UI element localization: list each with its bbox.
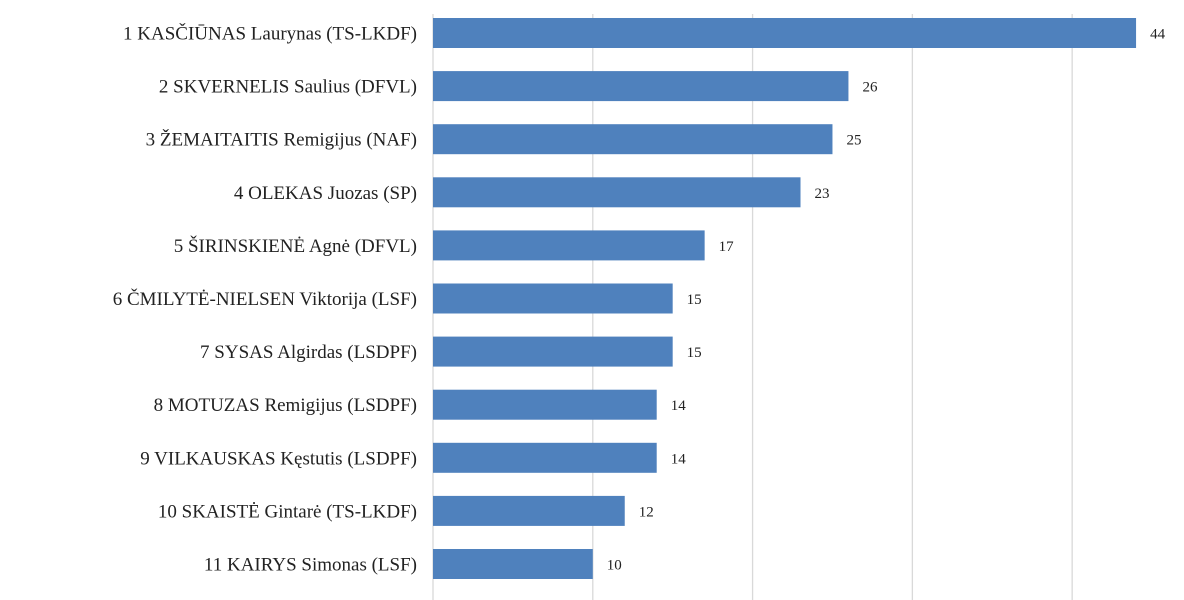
data-label: 15 — [687, 292, 702, 308]
category-label: 1 KASČIŪNAS Laurynas (TS-LKDF) — [123, 23, 417, 45]
bar — [433, 283, 673, 314]
data-label: 25 — [846, 133, 861, 149]
bar — [433, 442, 657, 473]
bar — [433, 177, 801, 208]
category-label: 3 ŽEMAITAITIS Remigijus (NAF) — [146, 129, 417, 151]
bar — [433, 71, 849, 102]
bar — [433, 230, 705, 261]
data-label: 17 — [719, 239, 735, 255]
category-label: 8 MOTUZAS Remigijus (LSDPF) — [154, 395, 417, 416]
data-label: 23 — [815, 186, 830, 202]
bar — [433, 124, 833, 155]
data-label: 15 — [687, 345, 702, 361]
category-label: 6 ČMILYTĖ-NIELSEN Viktorija (LSF) — [113, 288, 417, 310]
category-label: 9 VILKAUSKAS Kęstutis (LSDPF) — [140, 448, 417, 469]
data-label: 14 — [671, 398, 687, 414]
category-label: 5 ŠIRINSKIENĖ Agnė (DFVL) — [174, 235, 417, 257]
bar — [433, 495, 625, 526]
bar — [433, 336, 673, 367]
category-label: 7 SYSAS Algirdas (LSDPF) — [200, 342, 417, 363]
data-label: 10 — [607, 558, 622, 574]
bar — [433, 18, 1137, 48]
category-label: 10 SKAISTĖ Gintarė (TS-LKDF) — [158, 501, 417, 522]
category-label: 4 OLEKAS Juozas (SP) — [234, 183, 417, 204]
bar — [433, 389, 657, 420]
data-label: 14 — [671, 451, 687, 467]
data-label: 12 — [639, 504, 654, 520]
data-label: 26 — [862, 80, 878, 96]
category-label: 2 SKVERNELIS Saulius (DFVL) — [159, 77, 417, 98]
data-label: 44 — [1150, 27, 1166, 43]
bar — [433, 549, 593, 579]
category-label: 11 KAIRYS Simonas (LSF) — [204, 555, 417, 576]
